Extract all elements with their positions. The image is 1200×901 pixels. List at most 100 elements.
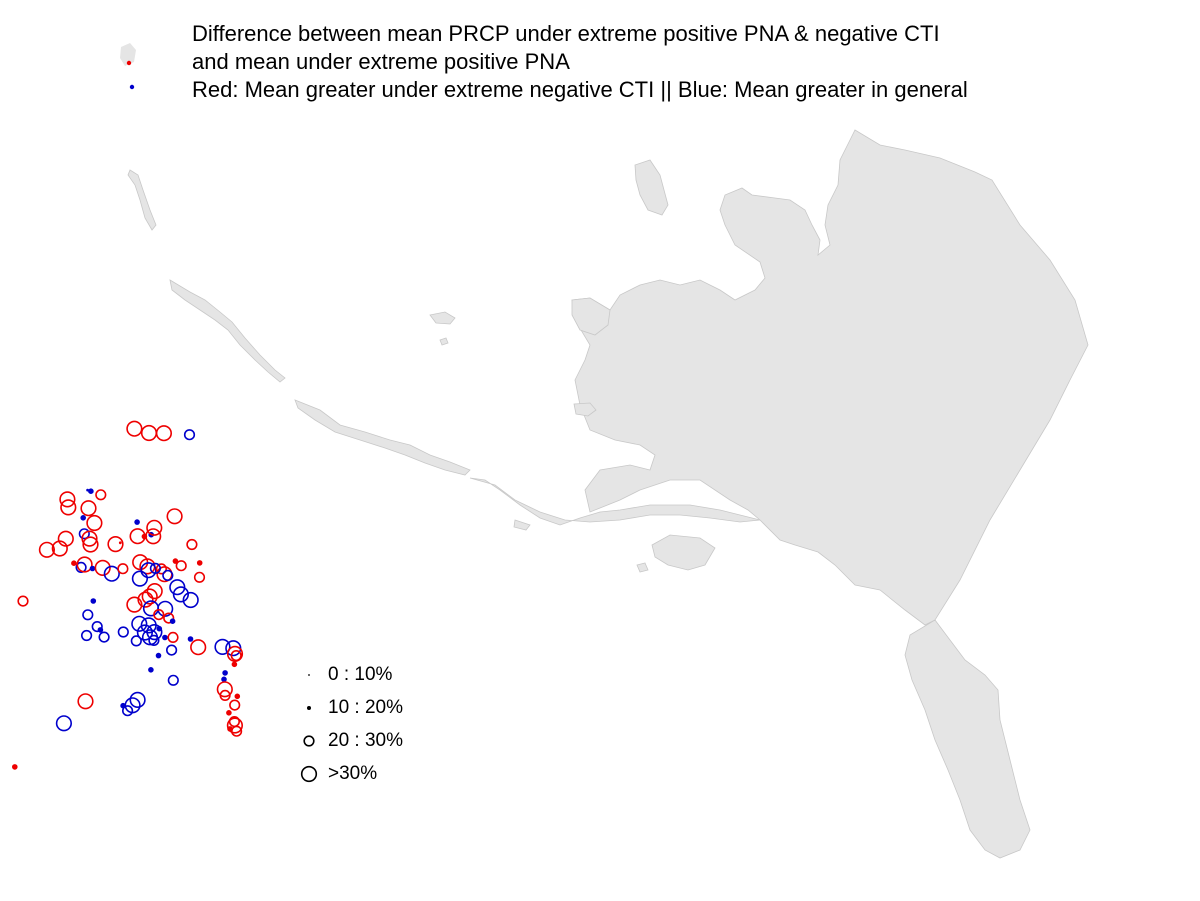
- station-marker-105: [226, 717, 243, 734]
- station-marker-72: [98, 631, 110, 643]
- station-marker-34: [117, 563, 129, 575]
- station-marker-87: [77, 693, 94, 710]
- station-marker-91: [17, 595, 29, 607]
- station-marker-81: [187, 636, 194, 642]
- station-marker-27: [166, 508, 183, 525]
- station-marker-30: [76, 556, 93, 573]
- station-marker-1: [126, 420, 143, 437]
- station-marker-40: [172, 558, 179, 564]
- station-marker-28: [71, 560, 77, 567]
- station-marker-2: [140, 424, 158, 442]
- station-marker-45: [162, 569, 174, 582]
- station-marker-54: [172, 586, 189, 603]
- legend-symbol-size-2: [307, 706, 311, 710]
- title-line-2: and mean under extreme positive PNA: [192, 49, 570, 74]
- station-marker-100: [219, 689, 231, 702]
- legend-label-size-2: 10 : 20%: [328, 697, 403, 718]
- station-marker-99: [216, 681, 233, 698]
- wrangel-island: [634, 159, 669, 216]
- station-marker-24: [145, 528, 162, 545]
- station-marker-5: [59, 491, 76, 508]
- legend-symbol-size-4: [300, 765, 318, 783]
- station-marker-83: [129, 691, 146, 709]
- alaska-mainland: [571, 129, 1089, 626]
- station-marker-17: [38, 541, 56, 558]
- station-marker-29: [75, 561, 87, 574]
- station-marker-61: [117, 626, 129, 638]
- legend-marker-4: [300, 765, 318, 783]
- station-marker-107: [231, 725, 243, 737]
- station-marker-76: [167, 631, 179, 644]
- legend-item-size-4: >30%: [290, 761, 450, 794]
- legend-marker-3: [303, 735, 315, 747]
- station-marker-26: [134, 519, 140, 525]
- station-marker-71: [97, 627, 104, 633]
- station-marker-96: [231, 661, 238, 668]
- station-marker-12: [86, 514, 103, 532]
- alaska-landmass: [127, 129, 1089, 859]
- key-red-dot: [126, 60, 132, 66]
- station-markers: [12, 420, 244, 770]
- station-marker-51: [157, 600, 174, 617]
- station-marker-13: [78, 528, 90, 540]
- station-marker-55: [182, 591, 199, 609]
- station-marker-64: [136, 624, 153, 641]
- station-marker-14: [57, 530, 74, 547]
- station-marker-33: [103, 565, 120, 582]
- station-marker-77: [166, 644, 178, 656]
- station-marker-97: [222, 670, 228, 676]
- legend-label-size-3: 20 : 30%: [328, 730, 403, 751]
- legend-marker-2: [307, 706, 311, 710]
- aleutian-islands-chain: [169, 279, 286, 383]
- station-marker-92: [214, 638, 231, 656]
- station-marker-65: [146, 623, 163, 641]
- station-marker-79: [148, 666, 154, 673]
- station-marker-46: [146, 582, 163, 600]
- station-marker-69: [91, 620, 103, 633]
- station-marker-85: [121, 705, 134, 717]
- legend-label-size-1: 0 : 10%: [328, 664, 393, 685]
- station-marker-18: [82, 536, 99, 553]
- station-marker-48: [137, 591, 154, 608]
- station-marker-52: [153, 608, 165, 621]
- station-marker-68: [130, 635, 142, 647]
- station-marker-19: [107, 535, 124, 553]
- station-marker-38: [155, 563, 167, 575]
- station-marker-73: [82, 609, 94, 621]
- station-marker-25: [146, 519, 163, 536]
- legend-label-size-4: >30%: [328, 763, 378, 784]
- legend-marker-1: [308, 674, 310, 676]
- station-marker-86: [120, 702, 126, 709]
- station-marker-32: [94, 559, 111, 577]
- station-marker-80: [190, 639, 207, 656]
- station-marker-16: [51, 540, 68, 557]
- title-legend-key: [120, 43, 136, 90]
- station-marker-101: [234, 693, 241, 700]
- station-marker-37: [140, 562, 157, 579]
- alaska-panhandle: [904, 619, 1031, 859]
- kodiak-island: [651, 534, 716, 571]
- station-marker-70: [80, 629, 93, 642]
- station-marker-78: [155, 652, 162, 659]
- nunivak-island: [573, 402, 597, 417]
- key-mini-alaska: [120, 43, 136, 66]
- title-line-1: Difference between mean PRCP under extre…: [192, 21, 940, 46]
- legend-item-size-2: 10 : 20%: [290, 695, 450, 728]
- station-marker-4: [183, 429, 196, 441]
- station-marker-47: [141, 588, 158, 605]
- key-blue-dot: [129, 84, 135, 90]
- station-marker-20: [118, 541, 122, 545]
- station-marker-82: [167, 674, 179, 686]
- legend-symbol-size-1: [308, 674, 310, 676]
- station-marker-62: [131, 615, 148, 632]
- station-marker-8: [95, 489, 107, 501]
- map-title: Difference between mean PRCP under extre…: [192, 20, 968, 104]
- station-marker-75: [162, 634, 168, 641]
- station-marker-102: [229, 699, 241, 711]
- size-legend: 0 : 10% 10 : 20% 20 : 30% >30%: [290, 662, 450, 794]
- station-marker-10: [86, 488, 89, 492]
- station-marker-103: [226, 709, 232, 716]
- station-marker-94: [226, 645, 244, 663]
- station-marker-49: [126, 596, 143, 613]
- station-marker-15: [81, 530, 98, 547]
